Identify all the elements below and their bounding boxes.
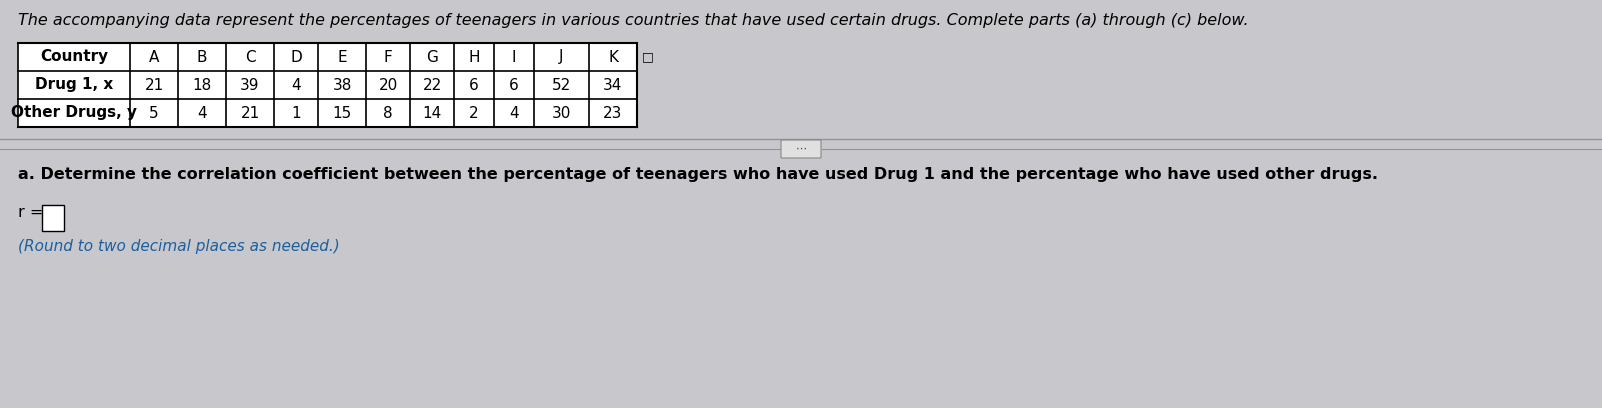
Text: r =: r =	[18, 205, 43, 220]
Text: I: I	[511, 49, 516, 64]
Text: 21: 21	[144, 78, 163, 93]
Text: 34: 34	[604, 78, 623, 93]
Text: a. Determine the correlation coefficient between the percentage of teenagers who: a. Determine the correlation coefficient…	[18, 167, 1378, 182]
Text: 30: 30	[551, 106, 572, 120]
Text: □: □	[642, 51, 654, 64]
Text: Country: Country	[40, 49, 107, 64]
Text: Other Drugs, y: Other Drugs, y	[11, 106, 138, 120]
Text: 8: 8	[383, 106, 392, 120]
Text: H: H	[468, 49, 479, 64]
Text: C: C	[245, 49, 255, 64]
Text: 14: 14	[423, 106, 442, 120]
Text: 5: 5	[149, 106, 159, 120]
Text: 2: 2	[469, 106, 479, 120]
Text: 22: 22	[423, 78, 442, 93]
Text: Drug 1, x: Drug 1, x	[35, 78, 114, 93]
Text: 21: 21	[240, 106, 260, 120]
Text: 39: 39	[240, 78, 260, 93]
Text: 6: 6	[509, 78, 519, 93]
Text: B: B	[197, 49, 207, 64]
Text: J: J	[559, 49, 564, 64]
Text: 20: 20	[378, 78, 397, 93]
Text: K: K	[609, 49, 618, 64]
Bar	[18, 43, 638, 127]
Text: A: A	[149, 49, 159, 64]
FancyBboxPatch shape	[782, 140, 820, 158]
Text: 4: 4	[509, 106, 519, 120]
Text: 15: 15	[332, 106, 351, 120]
Text: The accompanying data represent the percentages of teenagers in various countrie: The accompanying data represent the perc…	[18, 13, 1248, 28]
Bar	[42, 205, 64, 231]
Text: F: F	[383, 49, 392, 64]
Text: 18: 18	[192, 78, 211, 93]
Text: 38: 38	[332, 78, 352, 93]
Text: 23: 23	[604, 106, 623, 120]
Text: 4: 4	[197, 106, 207, 120]
Text: (Round to two decimal places as needed.): (Round to two decimal places as needed.)	[18, 239, 340, 254]
Text: 52: 52	[551, 78, 572, 93]
Text: 1: 1	[292, 106, 301, 120]
Text: 4: 4	[292, 78, 301, 93]
Text: 6: 6	[469, 78, 479, 93]
Text: ⋯: ⋯	[796, 144, 806, 154]
Text: E: E	[336, 49, 346, 64]
Text: D: D	[290, 49, 301, 64]
Text: G: G	[426, 49, 437, 64]
